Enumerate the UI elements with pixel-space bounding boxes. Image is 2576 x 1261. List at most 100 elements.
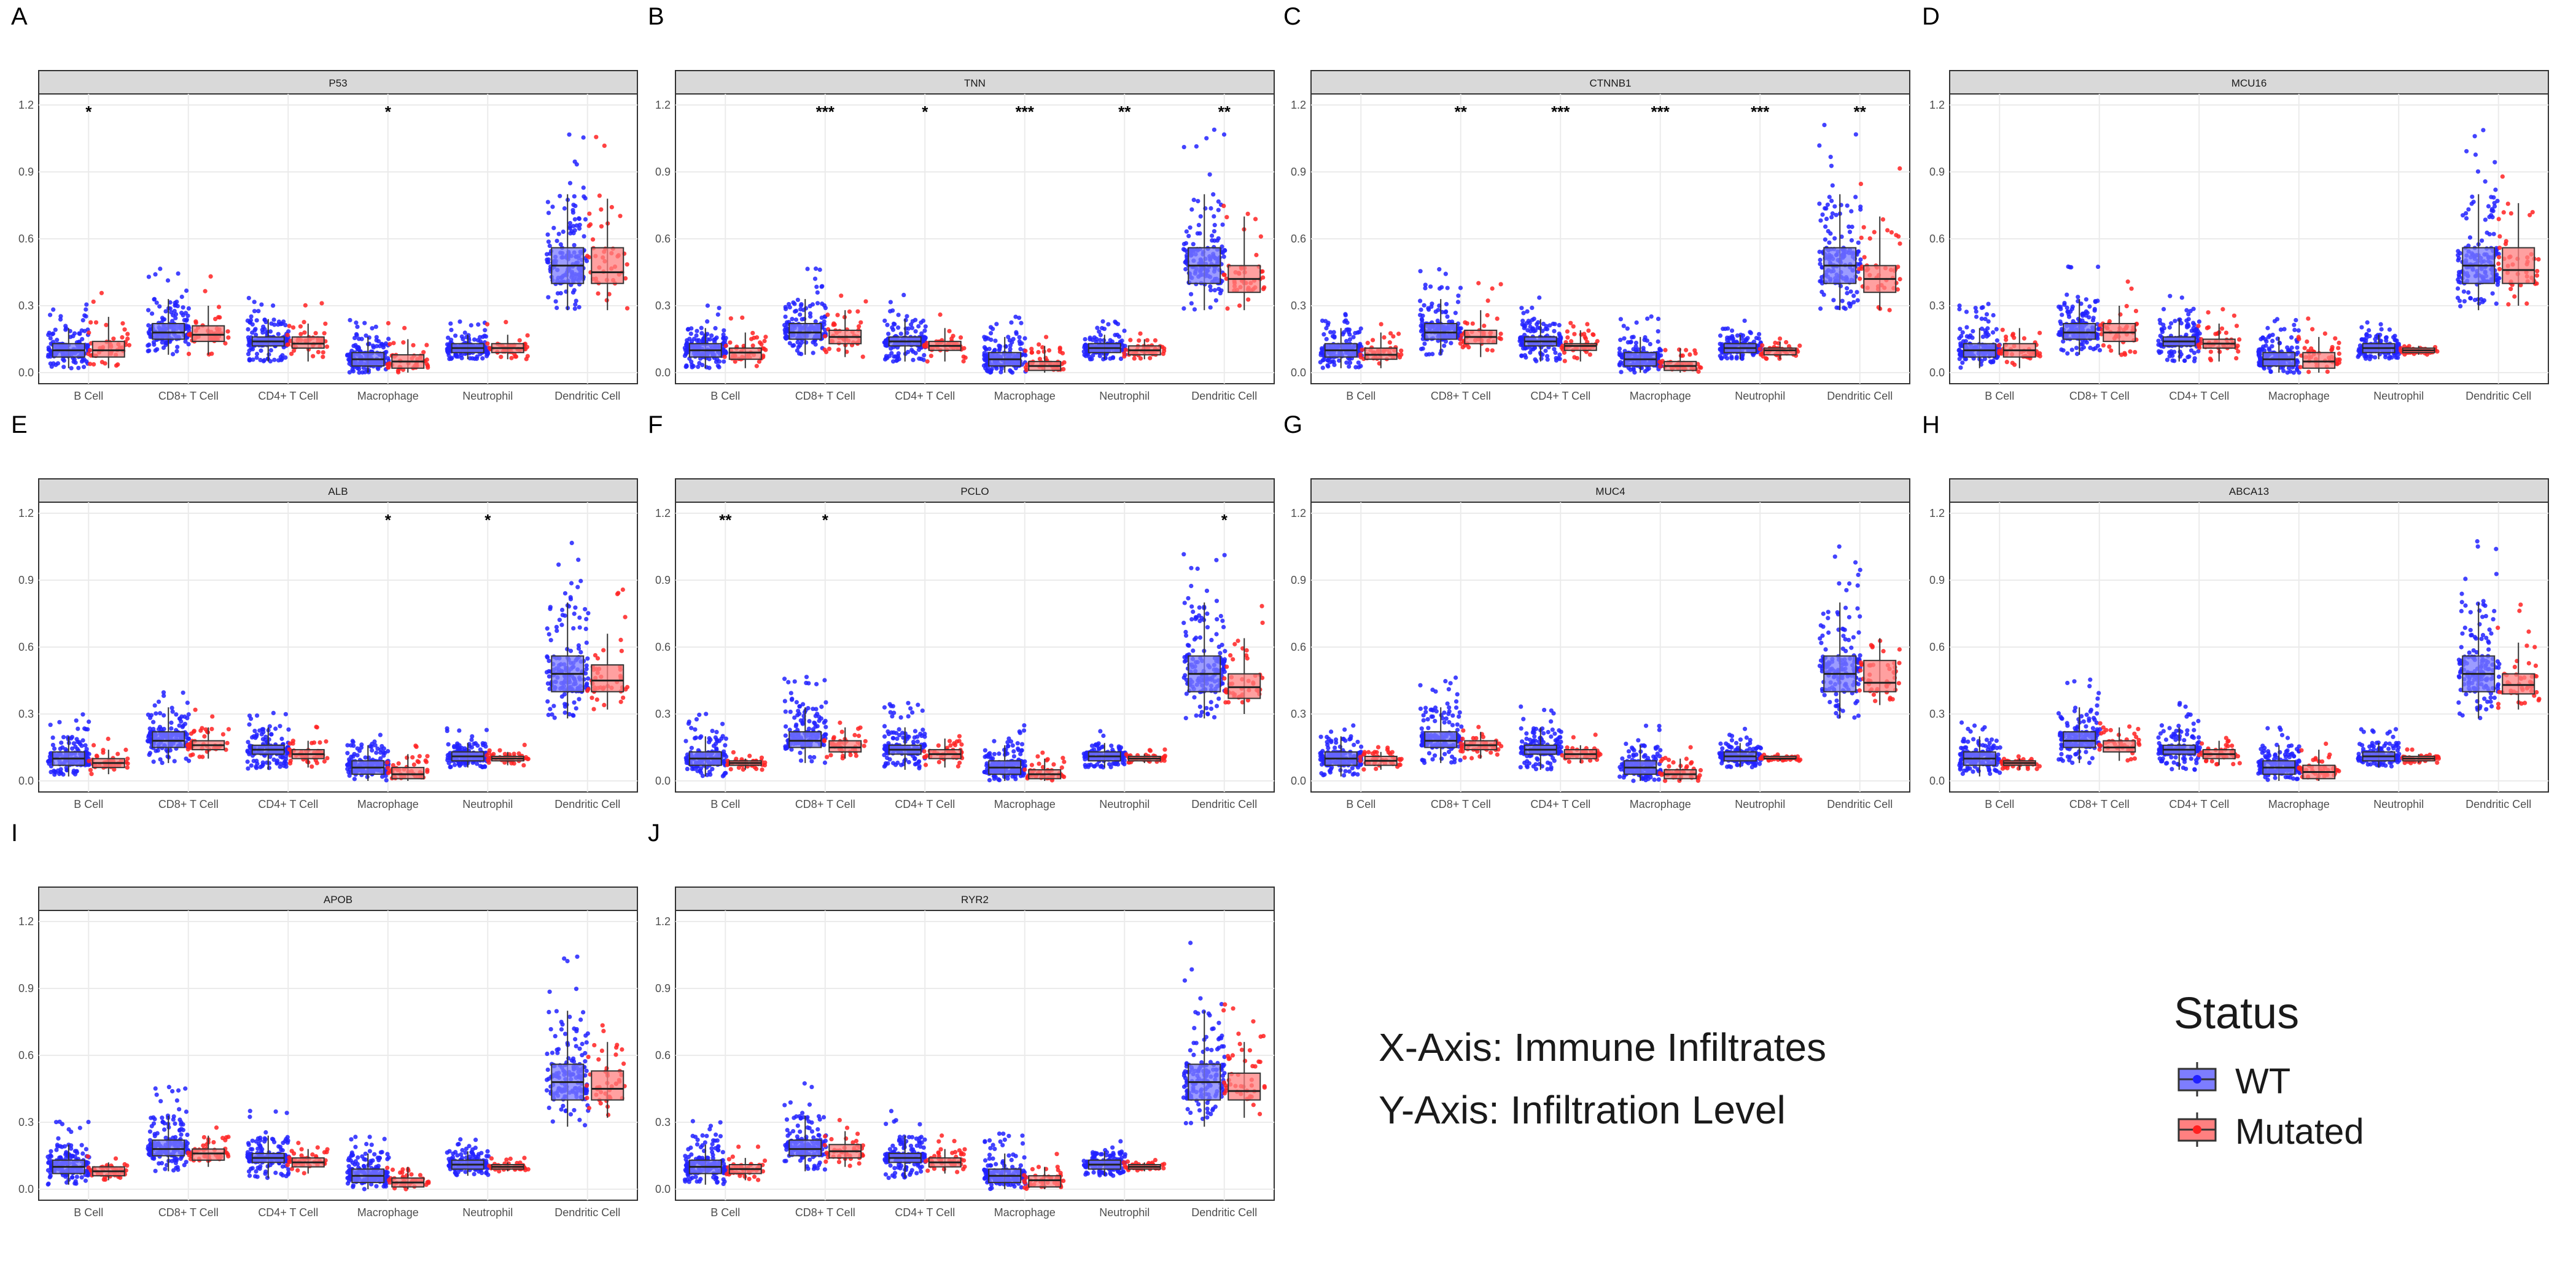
data-point-wt (175, 344, 180, 349)
data-point-wt (254, 355, 259, 360)
data-point-mut (1145, 338, 1150, 343)
data-point-wt (77, 340, 82, 344)
box-wt (788, 323, 822, 340)
data-point-wt (457, 319, 462, 324)
data-point-wt (2156, 349, 2162, 354)
data-point-wt (1845, 286, 1850, 291)
data-point-mut (1365, 341, 1370, 346)
data-point-wt (2092, 308, 2097, 313)
significance-label: *** (1751, 103, 1770, 121)
data-point-wt (272, 357, 277, 362)
data-point-wt (1618, 317, 1623, 322)
data-point-wt (170, 352, 176, 357)
data-point-wt (1656, 329, 1660, 334)
data-point-wt (1212, 288, 1217, 293)
y-tick-label: 0.6 (1929, 233, 1945, 245)
data-point-mut (1586, 328, 1591, 333)
data-point-wt (2156, 338, 2161, 343)
data-point-mut (487, 346, 492, 351)
data-point-mut (292, 348, 297, 353)
significance-label: *** (1016, 103, 1035, 121)
data-point-mut (860, 354, 865, 359)
data-point-wt (983, 357, 987, 363)
data-point-mut (596, 291, 601, 296)
data-point-wt (1191, 198, 1196, 203)
data-point-mut (1595, 339, 1600, 344)
data-point-wt (1821, 292, 1826, 297)
data-point-mut (1897, 166, 1902, 171)
data-point-wt (1102, 327, 1107, 332)
data-point-mut (723, 343, 728, 348)
data-point-wt (792, 309, 798, 314)
data-point-wt (2161, 307, 2166, 312)
data-point-wt (2294, 317, 2298, 323)
data-point-wt (161, 345, 166, 351)
data-point-wt (582, 234, 586, 239)
data-point-mut (484, 322, 490, 327)
data-point-mut (1460, 344, 1465, 350)
data-point-mut (517, 338, 522, 343)
data-point-mut (2213, 332, 2218, 336)
data-point-mut (402, 325, 407, 330)
data-point-mut (1246, 297, 1251, 302)
data-point-mut (302, 320, 306, 325)
data-point-wt (186, 324, 191, 329)
data-point-mut (424, 343, 429, 347)
data-point-mut (1490, 286, 1495, 291)
data-point-wt (813, 266, 819, 271)
data-point-wt (922, 328, 927, 333)
data-point-mut (2000, 327, 2005, 332)
data-point-wt (572, 217, 577, 222)
data-point-mut (1859, 235, 1864, 240)
data-point-wt (2068, 265, 2072, 270)
data-point-wt (2182, 358, 2187, 363)
data-point-wt (2069, 306, 2075, 311)
data-point-mut (618, 214, 623, 219)
data-point-wt (2093, 300, 2098, 305)
data-point-wt (2359, 337, 2364, 342)
data-point-wt (2373, 336, 2378, 341)
x-tick-label: Macrophage (1630, 390, 1691, 402)
data-point-wt (173, 316, 178, 320)
data-point-mut (1123, 347, 1128, 352)
data-point-wt (574, 298, 578, 303)
data-point-mut (1128, 338, 1133, 343)
data-point-wt (84, 314, 88, 319)
data-point-mut (754, 335, 760, 340)
data-point-wt (1643, 335, 1648, 340)
data-point-wt (1198, 214, 1203, 219)
significance-label: ** (1455, 103, 1468, 121)
data-point-mut (2012, 335, 2017, 340)
data-point-wt (1191, 242, 1196, 247)
data-point-wt (1980, 305, 1985, 310)
data-point-wt (446, 335, 451, 340)
data-point-wt (2257, 352, 2263, 357)
data-point-wt (707, 365, 712, 370)
data-point-wt (1444, 309, 1449, 314)
data-point-mut (302, 330, 307, 335)
x-tick-label: Neutrophil (1735, 390, 1785, 402)
data-point-wt (561, 229, 566, 235)
data-point-mut (1784, 340, 1789, 345)
data-point-mut (1587, 352, 1592, 357)
data-point-wt (51, 307, 56, 312)
data-point-mut (286, 342, 291, 347)
y-tick-label: 1.2 (655, 99, 671, 111)
data-point-mut (1037, 342, 1041, 347)
data-point-wt (1855, 298, 1860, 303)
data-point-mut (2236, 349, 2241, 354)
data-point-wt (1726, 326, 1730, 331)
data-point-wt (163, 309, 168, 314)
data-point-wt (1628, 340, 1633, 344)
data-point-mut (126, 343, 132, 347)
data-point-wt (1008, 346, 1013, 352)
data-point-wt (1530, 305, 1535, 311)
data-point-wt (1181, 144, 1186, 150)
data-point-wt (157, 304, 162, 309)
data-point-wt (1017, 316, 1022, 320)
data-point-wt (1092, 335, 1097, 340)
data-point-wt (366, 370, 371, 374)
data-point-wt (2074, 351, 2080, 357)
data-point-wt (723, 336, 728, 341)
data-point-mut (313, 331, 318, 336)
